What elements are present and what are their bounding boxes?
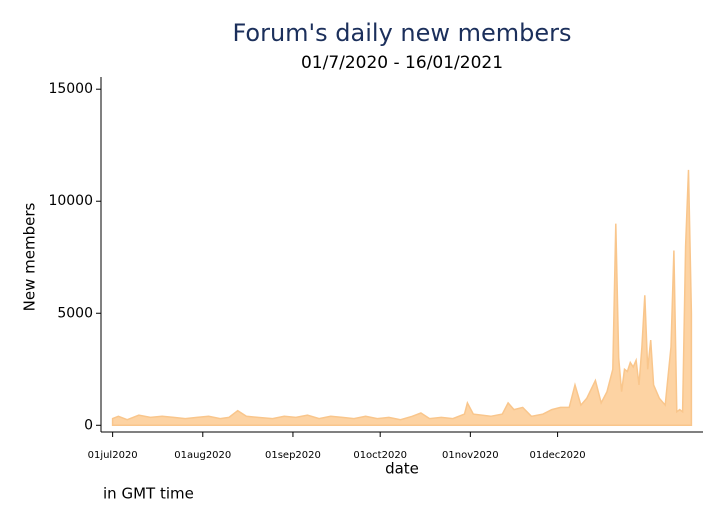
x-tick-label: 01sep2020 [265, 450, 321, 461]
x-tick-label: 01jul2020 [88, 450, 138, 461]
chart-title: Forum's daily new members [232, 19, 571, 47]
x-tick-label: 01nov2020 [442, 450, 499, 461]
y-tick-label: 5000 [57, 305, 93, 321]
x-axis-label: date [385, 460, 419, 478]
x-tick-label: 01oct2020 [353, 450, 407, 461]
x-tick-label: 01aug2020 [174, 450, 231, 461]
y-tick-label: 0 [84, 417, 93, 433]
x-tick-label: 01dec2020 [530, 450, 586, 461]
chart-subtitle: 01/7/2020 - 16/01/2021 [301, 53, 503, 73]
y-tick-label: 10000 [48, 193, 93, 209]
y-tick-label: 15000 [48, 81, 93, 97]
area [111, 169, 693, 427]
y-axis-label: New members [21, 202, 39, 311]
note: in GMT time [103, 485, 194, 503]
